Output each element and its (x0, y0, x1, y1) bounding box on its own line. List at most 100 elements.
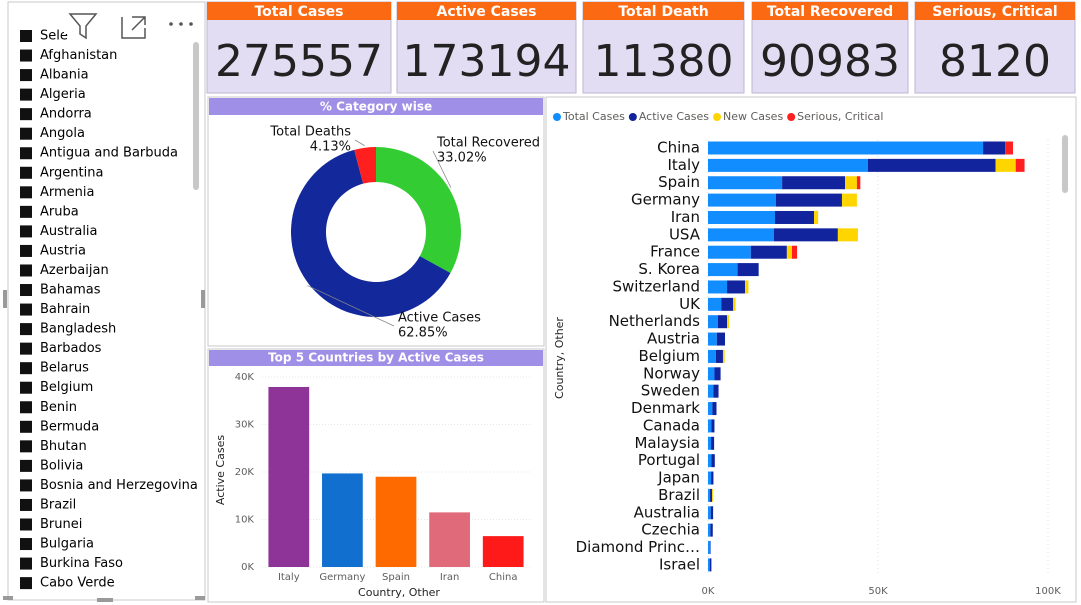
y-tick-label: Spain (658, 173, 700, 191)
bar-segment (708, 384, 714, 398)
y-tick-label: UK (679, 295, 701, 313)
bar-segment (983, 141, 1006, 155)
x-tick-label: Italy (278, 572, 300, 583)
slicer-scrollbar[interactable] (193, 42, 199, 190)
checkbox[interactable] (20, 401, 32, 414)
y-axis-title: Country, Other (553, 317, 566, 399)
slicer-item: Barbados (40, 341, 102, 356)
checkbox[interactable] (20, 420, 32, 433)
y-tick-label: China (657, 139, 700, 157)
bar-segment (737, 263, 759, 277)
card-label: Serious, Critical (932, 4, 1057, 20)
checkbox[interactable] (20, 362, 32, 375)
x-axis-title: Country, Other (358, 586, 440, 599)
x-tick-label: Iran (440, 572, 460, 583)
donut-slice (354, 147, 376, 184)
legend-marker (713, 113, 722, 121)
slicer-item: Belgium (40, 380, 93, 395)
y-tick-label: Germany (631, 191, 700, 209)
checkbox[interactable] (20, 49, 32, 62)
checkbox[interactable] (20, 264, 32, 277)
bar-segment (708, 419, 712, 433)
bar-segment (856, 176, 861, 190)
checkbox[interactable] (20, 244, 32, 257)
checkbox[interactable] (20, 166, 32, 179)
bar-segment (814, 210, 819, 224)
card-value: 90983 (760, 36, 900, 87)
bar (482, 536, 524, 567)
pie-title-bar (209, 98, 543, 115)
pie-label: Total Recovered (436, 136, 540, 151)
y-tick-label: Diamond Princ… (576, 538, 700, 556)
checkbox[interactable] (20, 498, 32, 511)
donut-slice (291, 149, 451, 317)
bar-segment (712, 402, 717, 416)
bar-segment (711, 471, 714, 485)
bar-segment (711, 454, 715, 468)
bar-segment (708, 193, 776, 207)
checkbox[interactable] (20, 440, 32, 453)
y-tick-label: Brazil (658, 486, 700, 504)
checkbox[interactable] (20, 186, 32, 199)
bar-segment (1005, 141, 1013, 155)
focus-icon[interactable] (121, 16, 146, 39)
checkbox[interactable] (20, 88, 32, 101)
bar-title: Top 5 Countries by Active Cases (268, 351, 484, 365)
card-header (207, 2, 391, 20)
y-tick-label: USA (669, 225, 701, 243)
y-tick-label: Denmark (631, 399, 700, 417)
bar-segment (708, 315, 718, 329)
bar-segment (773, 228, 838, 242)
card-value: 11380 (594, 36, 734, 87)
slicer-item: Bermuda (40, 419, 99, 434)
y-tick-label: Sweden (641, 382, 700, 400)
bar-segment (708, 454, 712, 468)
checkbox[interactable] (20, 479, 32, 492)
checkbox[interactable] (20, 518, 32, 531)
checkbox[interactable] (20, 303, 32, 316)
more-icon[interactable] (169, 22, 193, 26)
bar-segment (708, 176, 783, 190)
slicer-item: Angola (40, 126, 85, 141)
checkbox[interactable] (20, 205, 32, 218)
checkbox[interactable] (20, 69, 32, 82)
bar (375, 476, 417, 567)
barh-scrollbar[interactable] (1062, 135, 1068, 193)
card-header (915, 2, 1075, 20)
y-tick-label: Portugal (638, 451, 700, 469)
bar-segment (745, 280, 749, 294)
bar-segment (709, 558, 712, 572)
checkbox[interactable] (20, 323, 32, 336)
bar-segment (708, 558, 710, 572)
checkbox[interactable] (20, 342, 32, 355)
checkbox[interactable] (20, 30, 32, 42)
card-value: 173194 (403, 36, 571, 87)
slicer-item: Algeria (40, 87, 86, 102)
slicer-item: Armenia (40, 185, 95, 200)
bar (268, 386, 310, 567)
bar-segment (710, 523, 713, 537)
filter-icon[interactable] (68, 13, 98, 40)
checkbox[interactable] (20, 577, 32, 590)
bar-segment (750, 245, 787, 259)
checkbox[interactable] (20, 284, 32, 297)
checkbox[interactable] (20, 147, 32, 160)
y-tick-label: Belgium (639, 347, 701, 365)
slicer-item: Aruba (40, 204, 79, 219)
x-tick-label: Spain (382, 572, 410, 583)
checkbox[interactable] (20, 108, 32, 121)
legend-marker (628, 113, 637, 121)
slicer-item: Bhutan (40, 439, 87, 454)
bar-segment (786, 245, 792, 259)
y-tick-label: S. Korea (638, 260, 700, 278)
checkbox[interactable] (20, 459, 32, 472)
pie-title: % Category wise (320, 100, 432, 114)
bar-segment (708, 245, 751, 259)
checkbox[interactable] (20, 127, 32, 140)
slicer-item: Australia (40, 224, 98, 239)
checkbox[interactable] (20, 557, 32, 570)
checkbox[interactable] (20, 225, 32, 238)
checkbox[interactable] (20, 381, 32, 394)
checkbox[interactable] (20, 538, 32, 551)
slicer-item: Bosnia and Herzegovina (40, 478, 198, 493)
